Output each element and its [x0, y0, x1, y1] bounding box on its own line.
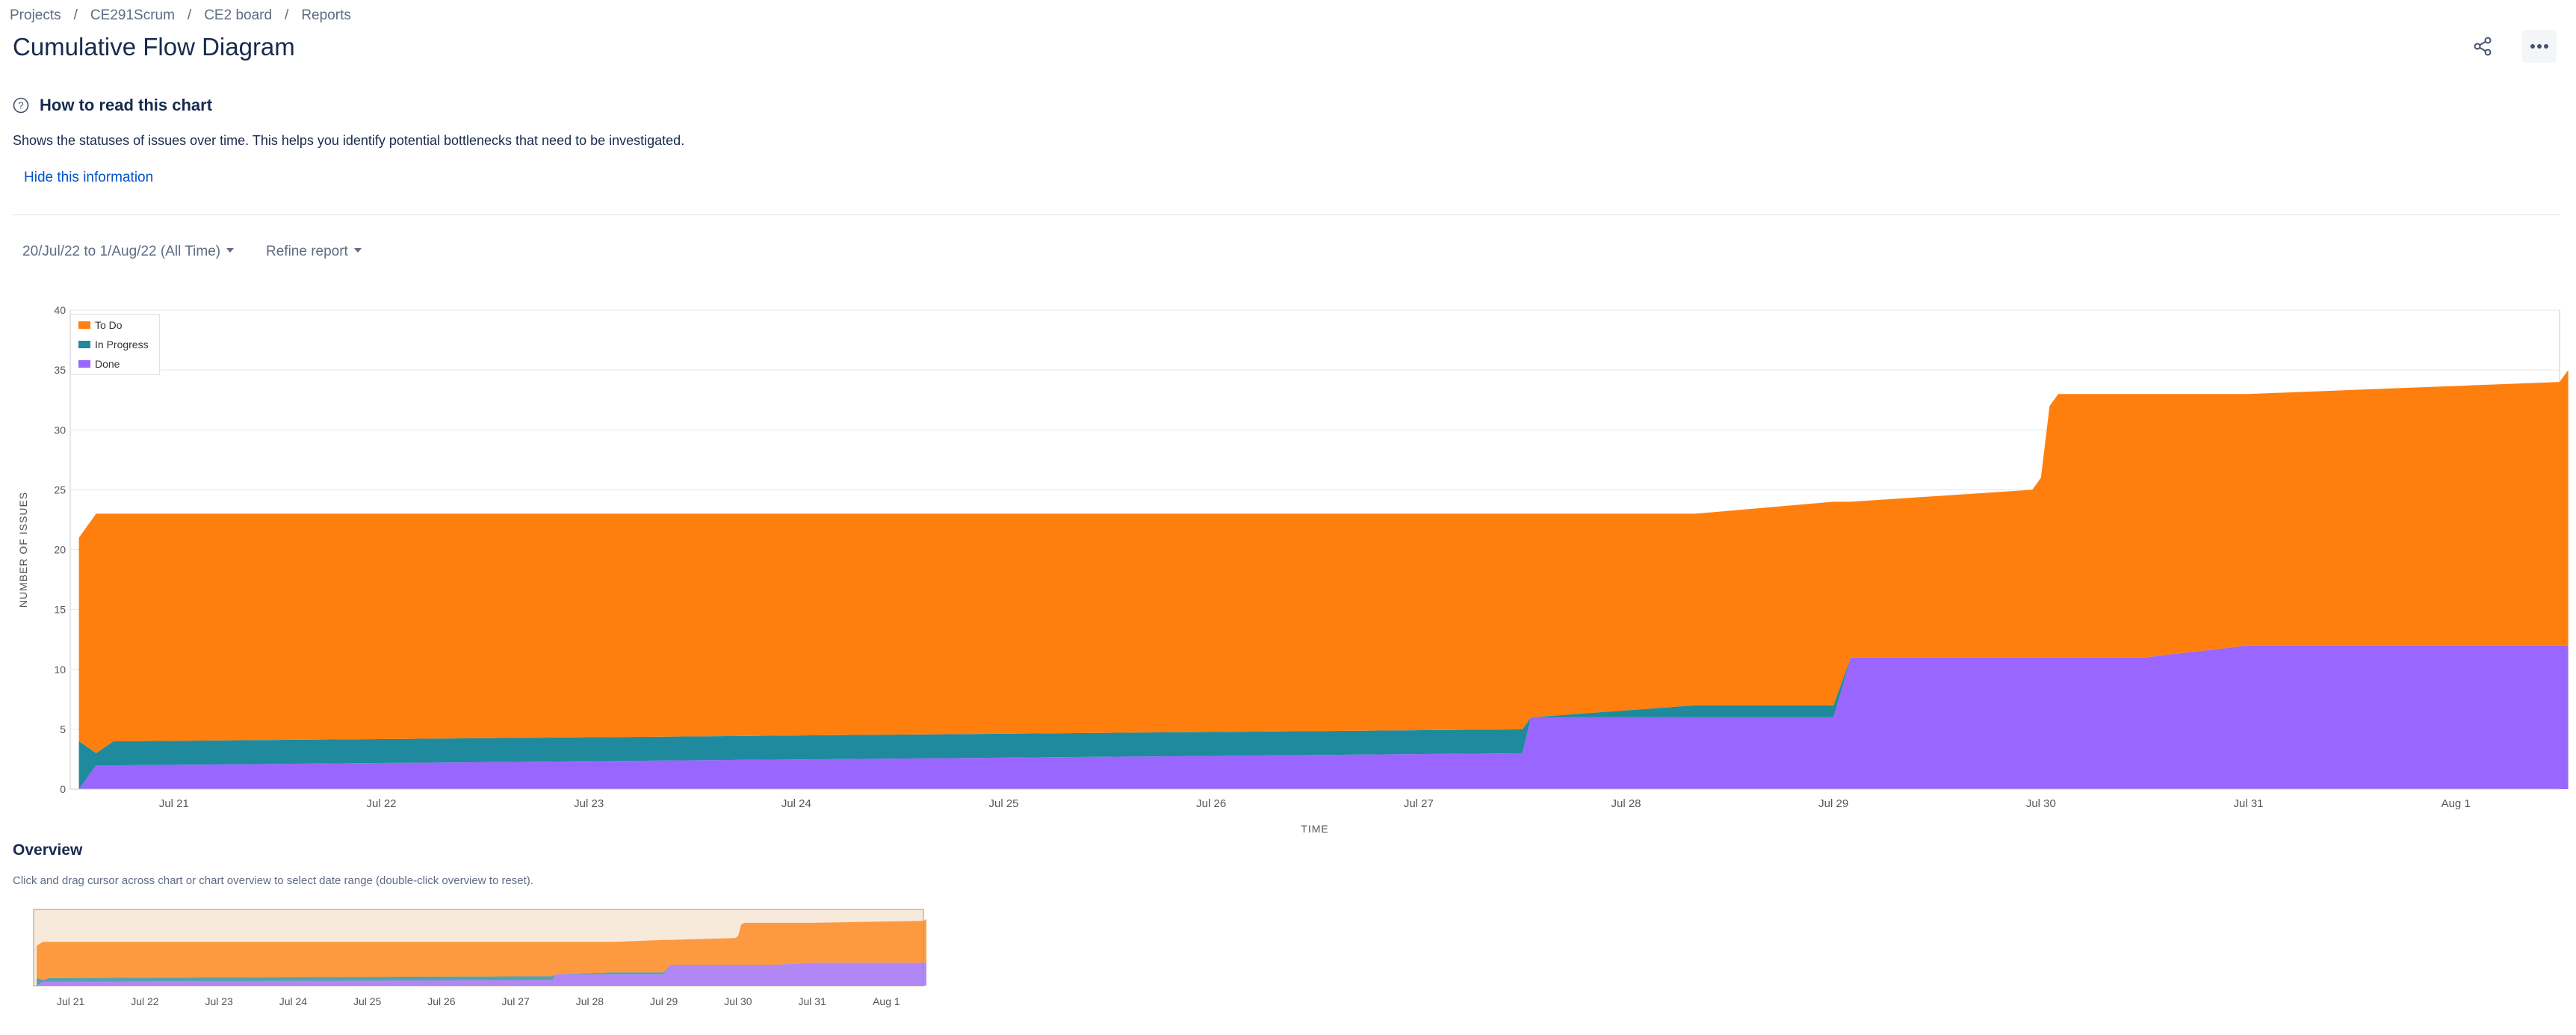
overview-x-tick-label: Jul 25: [353, 995, 382, 1007]
legend-swatch: [78, 321, 90, 329]
overview-area-in-progress: [37, 963, 927, 986]
divider: [13, 214, 2560, 215]
hide-information-link[interactable]: Hide this information: [24, 170, 154, 185]
x-tick-label: Jul 28: [1611, 797, 1641, 810]
overview-title: Overview: [13, 841, 83, 859]
overview-x-tick-label: Jul 31: [798, 995, 826, 1007]
overview-x-tick-label: Jul 29: [650, 995, 678, 1007]
legend-label: To Do: [95, 319, 123, 331]
chevron-down-icon: [226, 248, 235, 253]
legend-swatch: [78, 360, 90, 368]
area-todo: [78, 370, 2569, 753]
y-axis-label: NUMBER OF ISSUES: [17, 492, 29, 608]
x-tick-label: Jul 31: [2233, 797, 2263, 810]
breadcrumb-board[interactable]: CE2 board: [204, 7, 273, 23]
more-icon: [2530, 44, 2548, 49]
overview-chart[interactable]: Jul 21 Jul 22 Jul 23 Jul 24 Jul 25 Jul 26 Jul …: [0, 900, 971, 1028]
breadcrumb-project[interactable]: CE291Scrum: [90, 7, 175, 23]
overview-area-todo: [37, 918, 927, 980]
breadcrumb-reports[interactable]: Reports: [301, 7, 351, 23]
info-header: ? How to read this chart: [13, 96, 212, 115]
page-title: Cumulative Flow Diagram: [13, 33, 295, 61]
x-tick-label: Aug 1: [2442, 797, 2471, 810]
breadcrumb-separator: /: [187, 7, 192, 23]
legend-item-todo[interactable]: To Do: [71, 316, 159, 334]
breadcrumb: Projects / CE291Scrum / CE2 board / Repo…: [10, 7, 351, 24]
x-tick-label: Jul 27: [1404, 797, 1434, 810]
x-tick-label: Jul 22: [366, 797, 396, 810]
y-tick-label: 25: [54, 483, 66, 495]
cumulative-flow-chart[interactable]: 0 5 10 15 20 25 30 35 40 Jul 21 Jul 22 Jul 23 Jul 24…: [0, 295, 2576, 848]
refine-report-dropdown[interactable]: Refine report: [266, 244, 362, 260]
y-tick-label: 35: [54, 364, 66, 376]
overview-x-tick-label: Jul 30: [724, 995, 752, 1007]
breadcrumb-separator: /: [285, 7, 289, 23]
overview-x-tick-label: Aug 1: [873, 995, 900, 1007]
date-range-dropdown[interactable]: 20/Jul/22 to 1/Aug/22 (All Time): [22, 244, 235, 260]
y-tick-label: 15: [54, 604, 66, 616]
help-icon: ?: [13, 97, 29, 114]
more-actions-button[interactable]: [2522, 30, 2557, 63]
share-icon: [2474, 37, 2492, 56]
refine-report-label: Refine report: [266, 244, 348, 259]
x-tick-label: Jul 26: [1196, 797, 1226, 810]
legend-swatch: [78, 341, 90, 348]
area-in-progress: [78, 645, 2569, 789]
overview-x-tick-label: Jul 26: [427, 995, 456, 1007]
overview-x-tick-label: Jul 23: [205, 995, 233, 1007]
x-tick-label: Jul 25: [988, 797, 1018, 810]
x-tick-label: Jul 24: [781, 797, 811, 810]
info-description: Shows the statuses of issues over time. …: [13, 133, 685, 148]
y-tick-label: 30: [54, 424, 66, 436]
breadcrumb-projects[interactable]: Projects: [10, 7, 61, 23]
overview-x-tick-label: Jul 27: [501, 995, 530, 1007]
share-button[interactable]: [2465, 30, 2500, 63]
page-actions: [2465, 30, 2557, 63]
x-axis-label: TIME: [1301, 823, 1328, 835]
overview-x-tick-label: Jul 24: [279, 995, 308, 1007]
x-tick-label: Jul 29: [1818, 797, 1848, 810]
overview-x-tick-label: Jul 28: [576, 995, 604, 1007]
y-tick-label: 10: [54, 664, 66, 676]
overview-hint: Click and drag cursor across chart or ch…: [13, 874, 533, 887]
y-tick-label: 5: [60, 723, 66, 735]
area-done: [78, 645, 2569, 789]
overview-x-tick-label: Jul 22: [131, 995, 159, 1007]
info-title: How to read this chart: [40, 96, 213, 114]
overview-area-done: [37, 963, 927, 986]
overview-x-tick-label: Jul 21: [57, 995, 85, 1007]
x-tick-label: Jul 21: [159, 797, 189, 810]
y-tick-label: 20: [54, 544, 66, 556]
x-tick-label: Jul 23: [574, 797, 604, 810]
breadcrumb-separator: /: [73, 7, 78, 23]
legend-item-done[interactable]: Done: [71, 355, 159, 373]
y-tick-label: 40: [54, 304, 66, 316]
chart-legend: To Do In Progress Done: [70, 314, 160, 375]
legend-label: In Progress: [95, 339, 149, 350]
y-tick-label: 0: [60, 783, 66, 795]
svg-text:?: ?: [18, 100, 23, 111]
legend-item-in-progress[interactable]: In Progress: [71, 336, 159, 353]
x-tick-label: Jul 30: [2026, 797, 2056, 810]
legend-label: Done: [95, 358, 120, 370]
date-range-label: 20/Jul/22 to 1/Aug/22 (All Time): [22, 244, 221, 259]
chevron-down-icon: [353, 248, 362, 253]
